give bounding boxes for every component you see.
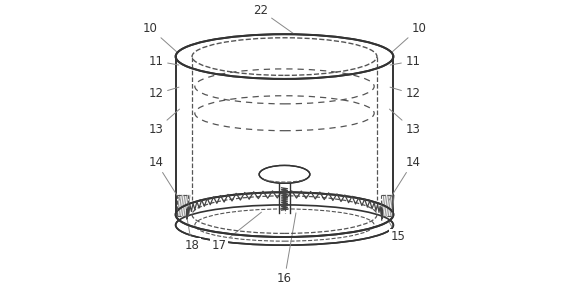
- Text: 11: 11: [390, 54, 420, 67]
- Ellipse shape: [176, 34, 393, 79]
- Ellipse shape: [176, 205, 393, 245]
- Text: 12: 12: [390, 87, 420, 100]
- Text: 12: 12: [149, 87, 179, 100]
- Text: 14: 14: [389, 156, 420, 200]
- Text: 13: 13: [149, 109, 180, 136]
- Text: 22: 22: [253, 4, 294, 34]
- Text: 17: 17: [212, 212, 261, 253]
- Text: 16: 16: [277, 213, 296, 285]
- Text: 13: 13: [389, 109, 420, 136]
- Text: 15: 15: [389, 222, 405, 244]
- Text: 14: 14: [149, 156, 180, 200]
- Text: 11: 11: [149, 54, 179, 67]
- Ellipse shape: [176, 192, 393, 237]
- Text: 10: 10: [143, 22, 176, 52]
- Ellipse shape: [259, 166, 310, 183]
- Text: 18: 18: [184, 218, 200, 253]
- Text: 10: 10: [393, 22, 426, 52]
